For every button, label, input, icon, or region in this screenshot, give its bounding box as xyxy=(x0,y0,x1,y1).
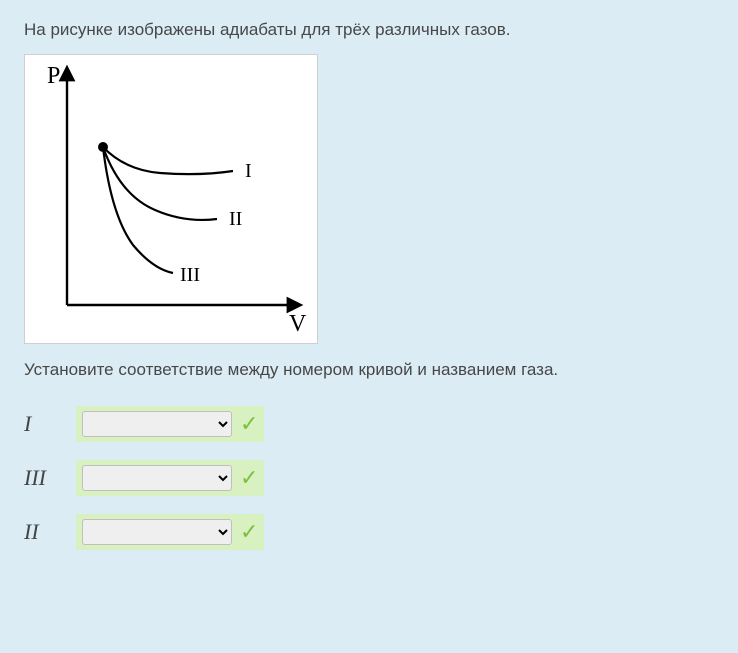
row-label-1: I xyxy=(24,411,76,437)
svg-text:I: I xyxy=(245,160,252,182)
svg-text:III: III xyxy=(180,264,200,286)
svg-text:P: P xyxy=(47,63,60,89)
select-wrap-1: ✓ xyxy=(76,406,264,442)
select-wrap-2: ✓ xyxy=(76,460,264,496)
check-icon: ✓ xyxy=(240,467,258,489)
gas-select-2[interactable] xyxy=(82,465,232,491)
instruction-text: Установите соответствие между номером кр… xyxy=(24,360,714,380)
gas-select-1[interactable] xyxy=(82,411,232,437)
chart-svg: PVIIIIII xyxy=(25,55,319,345)
check-icon: ✓ xyxy=(240,413,258,435)
question-text: На рисунке изображены адиабаты для трёх … xyxy=(24,20,714,40)
svg-text:II: II xyxy=(229,208,242,230)
row-label-3: II xyxy=(24,519,76,545)
check-icon: ✓ xyxy=(240,521,258,543)
answer-row: I ✓ xyxy=(24,406,714,442)
answer-row: II ✓ xyxy=(24,514,714,550)
row-label-2: III xyxy=(24,465,76,491)
gas-select-3[interactable] xyxy=(82,519,232,545)
svg-text:V: V xyxy=(289,311,307,337)
adiabat-chart: PVIIIIII xyxy=(24,54,318,344)
select-wrap-3: ✓ xyxy=(76,514,264,550)
answer-row: III ✓ xyxy=(24,460,714,496)
